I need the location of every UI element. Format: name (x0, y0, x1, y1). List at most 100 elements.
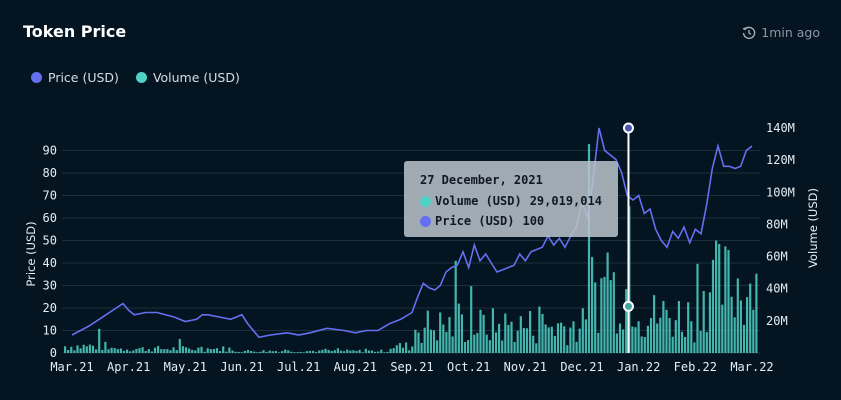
volume-bar (160, 349, 163, 353)
volume-bar (411, 346, 414, 353)
volume-bar (696, 263, 699, 353)
volume-bar (625, 289, 628, 353)
volume-bar (184, 347, 188, 353)
volume-bar (374, 351, 377, 353)
right-tick-label: 20M (766, 314, 788, 328)
volume-bar (265, 351, 268, 353)
volume-bar (612, 272, 615, 353)
volume-bar (240, 352, 243, 353)
tooltip-price-row: Price (USD) 100 (420, 211, 618, 231)
volume-bar (684, 336, 687, 353)
volume-bar (225, 351, 228, 353)
volume-bar (153, 347, 157, 353)
volume-bar (104, 341, 107, 353)
volume-bar (370, 350, 374, 353)
volume-bar (355, 350, 358, 353)
volume-bar (228, 347, 231, 353)
volume-bar (674, 320, 677, 353)
price-line (71, 127, 753, 339)
volume-bar (262, 350, 265, 353)
volume-bar (575, 341, 578, 353)
volume-bar (646, 325, 649, 353)
volume-bar (389, 348, 392, 353)
volume-bar (665, 309, 668, 353)
volume-bar (268, 350, 271, 353)
volume-bar (591, 256, 594, 353)
volume-bar (677, 301, 680, 353)
volume-bar (302, 352, 305, 353)
volume-bar (305, 351, 308, 353)
volume-bar (460, 314, 463, 353)
volume-bar (687, 302, 690, 353)
volume-bar (82, 344, 85, 353)
left-tick-label: 50 (43, 234, 57, 248)
x-tick-label: Jan.22 (617, 360, 660, 374)
tooltip-date: 27 December, 2021 (420, 173, 543, 187)
volume-bar (166, 349, 169, 353)
volume-bar (383, 352, 386, 353)
volume-bar (718, 243, 721, 353)
volume-bar (668, 317, 671, 353)
volume-bar (76, 345, 79, 353)
left-tick-label: 80 (43, 166, 57, 180)
volume-bar (253, 351, 256, 353)
volume-bar (662, 300, 665, 353)
legend-item-volume[interactable]: Volume (USD) (135, 70, 240, 85)
x-tick-label: Mar.22 (730, 360, 773, 374)
volume-bar (147, 349, 150, 353)
volume-bar (352, 350, 355, 353)
volume-bar (271, 351, 274, 353)
volume-bar (597, 332, 600, 353)
x-axis-ticks: Mar.21 Apr.21 May.21 Jun.21 Jul.21 Aug.21 Sep.… (50, 360, 773, 374)
volume-bar (631, 326, 634, 353)
left-tick-label: 40 (43, 256, 57, 270)
volume-bar (529, 311, 532, 353)
volume-bar (594, 282, 597, 353)
volume-hover-marker (622, 300, 634, 312)
volume-bar (603, 276, 606, 353)
volume-bar (525, 328, 529, 353)
left-tick-label: 70 (43, 189, 57, 203)
volume-bar (79, 348, 82, 353)
volume-bar (711, 259, 715, 353)
volume-bar (581, 308, 584, 353)
volume-bar (423, 327, 426, 353)
volume-bar (432, 330, 436, 353)
volume-bar (708, 292, 711, 353)
legend-item-price[interactable]: Price (USD) (31, 70, 119, 85)
volume-bar (175, 350, 178, 353)
volume-bar (649, 317, 653, 353)
volume-bar (315, 352, 318, 353)
volume-bar (188, 348, 191, 353)
volume-bar (219, 351, 222, 353)
volume-bar (426, 310, 429, 353)
volume-bar (504, 313, 507, 353)
volume-swatch (135, 72, 147, 83)
volume-bar (113, 348, 116, 353)
volume-bar (485, 334, 488, 353)
volume-bar (107, 349, 110, 353)
volume-bar (150, 351, 153, 353)
volume-bar (237, 351, 240, 353)
volume-bar (522, 327, 525, 353)
volume-bar (330, 350, 333, 353)
volume-bar (470, 286, 473, 353)
volume-bar (755, 273, 758, 353)
volume-bar (246, 349, 250, 353)
volume-bar (609, 280, 612, 353)
volume-bar (436, 340, 439, 353)
volume-bar (234, 351, 237, 353)
volume-bar (119, 348, 122, 353)
right-axis-title: Volume (USD) (806, 188, 820, 268)
volume-bar (702, 290, 705, 353)
volume-bar (377, 351, 380, 353)
volume-bar (129, 351, 132, 353)
volume-bar (746, 297, 749, 353)
left-tick-label: 10 (43, 324, 57, 338)
volume-bar (519, 316, 522, 353)
volume-bar (215, 348, 219, 353)
volume-bar (653, 295, 656, 353)
price-hover-marker (622, 122, 634, 134)
volume-bar (569, 327, 572, 353)
